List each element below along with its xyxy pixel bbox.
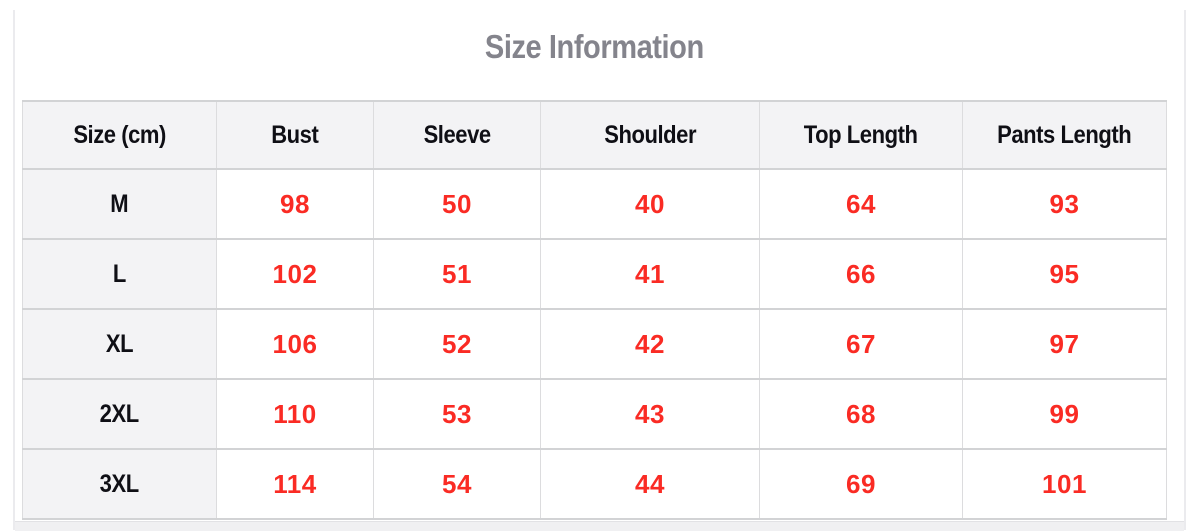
header-cell-pants-length: Pants Length: [962, 100, 1167, 170]
size-label: XL: [105, 329, 134, 358]
value-cell: 101: [962, 448, 1167, 520]
value-cell: 68: [759, 378, 963, 450]
value-cell: 66: [759, 238, 963, 310]
value-cell: 114: [216, 448, 374, 520]
header-label: Bust: [271, 120, 319, 149]
table-row-l: L 102 51 41 66 95: [22, 238, 1167, 310]
size-label-cell: XL: [22, 308, 217, 380]
value-cell: 97: [962, 308, 1167, 380]
table-row-m: M 98 50 40 64 93: [22, 168, 1167, 240]
value-cell: 40: [540, 168, 760, 240]
size-label-cell: 2XL: [22, 378, 217, 450]
value-cell: 41: [540, 238, 760, 310]
next-section-edge: [15, 521, 1184, 531]
header-label: Size (cm): [73, 120, 166, 149]
page-right-edge-line: [1184, 10, 1186, 530]
size-table: Size (cm) Bust Sleeve Shoulder Top Lengt…: [22, 100, 1167, 520]
value-cell: 53: [373, 378, 541, 450]
value-cell: 69: [759, 448, 963, 520]
value-cell: 51: [373, 238, 541, 310]
size-label: M: [110, 189, 129, 218]
value-cell: 42: [540, 308, 760, 380]
value-cell: 110: [216, 378, 374, 450]
size-label-cell: M: [22, 168, 217, 240]
value-cell: 52: [373, 308, 541, 380]
header-label: Shoulder: [604, 120, 696, 149]
header-cell-top-length: Top Length: [759, 100, 963, 170]
size-label-cell: 3XL: [22, 448, 217, 520]
value-cell: 102: [216, 238, 374, 310]
header-label: Pants Length: [997, 120, 1132, 149]
header-label: Top Length: [804, 120, 918, 149]
value-cell: 99: [962, 378, 1167, 450]
value-cell: 106: [216, 308, 374, 380]
size-label-cell: L: [22, 238, 217, 310]
header-cell-size: Size (cm): [22, 100, 217, 170]
size-label: L: [112, 259, 127, 288]
size-label: 3XL: [99, 469, 140, 498]
value-cell: 43: [540, 378, 760, 450]
page-title: Size Information: [22, 28, 1166, 66]
value-cell: 98: [216, 168, 374, 240]
value-cell: 44: [540, 448, 760, 520]
value-cell: 67: [759, 308, 963, 380]
header-row: Size (cm) Bust Sleeve Shoulder Top Lengt…: [22, 100, 1167, 170]
table-row-2xl: 2XL 110 53 43 68 99: [22, 378, 1167, 450]
page-title-text: Size Information: [484, 28, 704, 65]
table-row-xl: XL 106 52 42 67 97: [22, 308, 1167, 380]
header-cell-bust: Bust: [216, 100, 374, 170]
value-cell: 95: [962, 238, 1167, 310]
value-cell: 54: [373, 448, 541, 520]
value-cell: 64: [759, 168, 963, 240]
header-label: Sleeve: [423, 120, 491, 149]
size-label: 2XL: [99, 399, 140, 428]
value-cell: 50: [373, 168, 541, 240]
page-left-edge-line: [13, 10, 15, 530]
header-cell-shoulder: Shoulder: [540, 100, 760, 170]
table-row-3xl: 3XL 114 54 44 69 101: [22, 448, 1167, 520]
value-cell: 93: [962, 168, 1167, 240]
header-cell-sleeve: Sleeve: [373, 100, 541, 170]
